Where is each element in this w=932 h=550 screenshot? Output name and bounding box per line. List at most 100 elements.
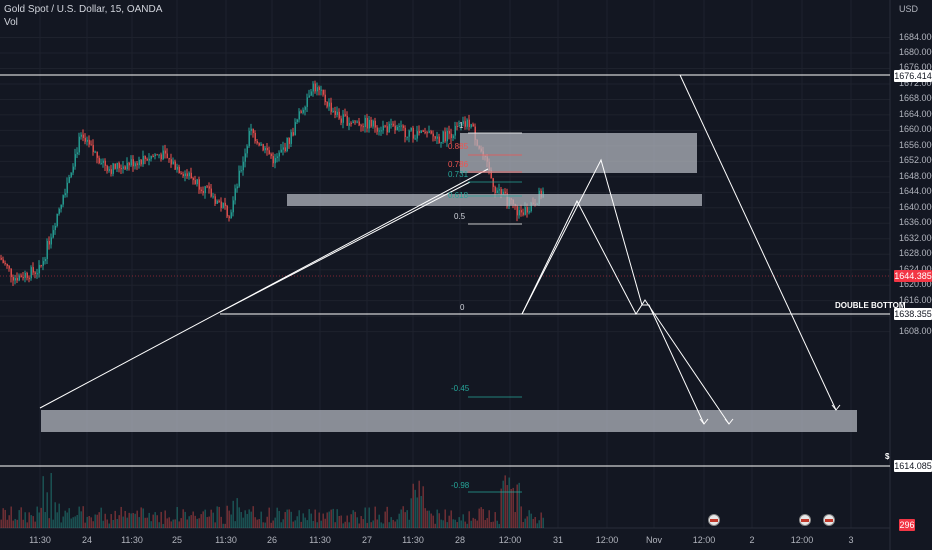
candle-body bbox=[340, 118, 342, 123]
candle-body bbox=[178, 166, 180, 174]
candle-body bbox=[14, 278, 16, 281]
candle-body bbox=[228, 216, 230, 219]
candle-body bbox=[166, 153, 168, 159]
volume-bar bbox=[52, 519, 54, 528]
candle-body bbox=[150, 155, 152, 159]
volume-bar bbox=[158, 522, 160, 528]
volume-bar bbox=[254, 517, 256, 528]
symbol-title[interactable]: Gold Spot / U.S. Dollar, 15, OANDA bbox=[4, 4, 163, 15]
volume-bar bbox=[394, 521, 396, 528]
dollar-label[interactable]: $ bbox=[885, 452, 890, 461]
time-tick-label: 27 bbox=[361, 535, 373, 545]
candle-body bbox=[350, 122, 352, 124]
candle-body bbox=[240, 170, 242, 172]
double-bottom-label[interactable]: DOUBLE BOTTOM bbox=[835, 301, 906, 310]
volume-bar bbox=[454, 519, 456, 528]
volume-bar bbox=[122, 516, 124, 528]
volume-bar bbox=[92, 521, 94, 528]
volume-bar bbox=[192, 511, 194, 528]
candle-body bbox=[336, 111, 338, 115]
candle-body bbox=[440, 142, 442, 144]
volume-bar bbox=[50, 472, 52, 528]
volume-bar bbox=[440, 519, 442, 528]
time-tick-label: 11:30 bbox=[215, 535, 237, 545]
volume-bar bbox=[6, 519, 8, 528]
volume-bar bbox=[46, 492, 48, 528]
volume-bar bbox=[328, 511, 330, 528]
volume-bar bbox=[212, 512, 214, 528]
projection-path bbox=[521, 199, 730, 425]
volume-bar bbox=[428, 510, 430, 528]
price-tick-label: 1616.000 bbox=[899, 294, 932, 305]
candle-body bbox=[530, 202, 532, 212]
candle-body bbox=[64, 193, 66, 196]
volume-bar bbox=[322, 513, 324, 528]
us-flag-icon[interactable] bbox=[823, 514, 835, 526]
us-flag-icon[interactable] bbox=[708, 514, 720, 526]
volume-bar bbox=[100, 507, 102, 528]
volume-bar bbox=[468, 511, 470, 528]
volume-bar bbox=[76, 515, 78, 528]
volume-bar bbox=[188, 516, 190, 528]
volume-bars bbox=[0, 472, 544, 528]
current-price-tag: 1644.385 bbox=[894, 270, 932, 282]
time-tick-label: 12:00 bbox=[790, 535, 814, 545]
volume-bar bbox=[0, 519, 2, 528]
volume-indicator-label[interactable]: Vol bbox=[4, 17, 18, 28]
candle-body bbox=[60, 204, 62, 209]
candle-body bbox=[282, 147, 284, 150]
candle-body bbox=[230, 212, 232, 219]
volume-bar bbox=[536, 523, 538, 528]
candle-body bbox=[18, 275, 20, 281]
candle-body bbox=[346, 115, 348, 126]
fib-level-neg098: -0.98 bbox=[451, 481, 470, 490]
volume-bar bbox=[114, 510, 116, 528]
volume-bar bbox=[252, 506, 254, 528]
candle-body bbox=[74, 154, 76, 167]
arrow-head-icon bbox=[699, 418, 709, 425]
volume-bar bbox=[540, 512, 542, 528]
volume-bar bbox=[94, 514, 96, 528]
volume-bar bbox=[320, 520, 322, 528]
volume-bar bbox=[310, 513, 312, 528]
volume-bar bbox=[184, 511, 186, 528]
candle-body bbox=[100, 162, 102, 164]
volume-bar bbox=[102, 520, 104, 528]
volume-bar bbox=[300, 521, 302, 528]
volume-bar bbox=[500, 488, 502, 528]
candle-body bbox=[380, 130, 382, 132]
candle-body bbox=[320, 89, 322, 91]
volume-bar bbox=[398, 513, 400, 528]
volume-bar bbox=[44, 512, 46, 528]
candle-body bbox=[2, 259, 4, 263]
candle-body bbox=[216, 200, 218, 204]
volume-bar bbox=[420, 496, 422, 528]
volume-bar bbox=[472, 517, 474, 528]
volume-bar bbox=[388, 522, 390, 528]
candle-body bbox=[286, 137, 288, 152]
volume-bar bbox=[380, 522, 382, 528]
volume-bar bbox=[280, 522, 282, 528]
candle-body bbox=[182, 173, 184, 177]
candle-body bbox=[454, 125, 456, 136]
volume-bar bbox=[392, 519, 394, 528]
volume-bar bbox=[186, 519, 188, 528]
volume-bar bbox=[418, 480, 420, 528]
candle-body bbox=[30, 267, 32, 279]
candle-body bbox=[524, 207, 526, 215]
candle-body bbox=[170, 159, 172, 165]
volume-bar bbox=[196, 518, 198, 528]
volume-bar bbox=[448, 515, 450, 528]
candle-body bbox=[82, 134, 84, 138]
candle-body bbox=[332, 111, 334, 113]
candle-body bbox=[58, 208, 60, 214]
volume-bar bbox=[478, 508, 480, 528]
volume-bar bbox=[258, 519, 260, 528]
volume-bar bbox=[250, 511, 252, 528]
us-flag-icon[interactable] bbox=[799, 514, 811, 526]
volume-bar bbox=[214, 522, 216, 528]
candle-body bbox=[88, 139, 90, 145]
volume-bar bbox=[462, 514, 464, 528]
volume-bar bbox=[164, 510, 166, 528]
